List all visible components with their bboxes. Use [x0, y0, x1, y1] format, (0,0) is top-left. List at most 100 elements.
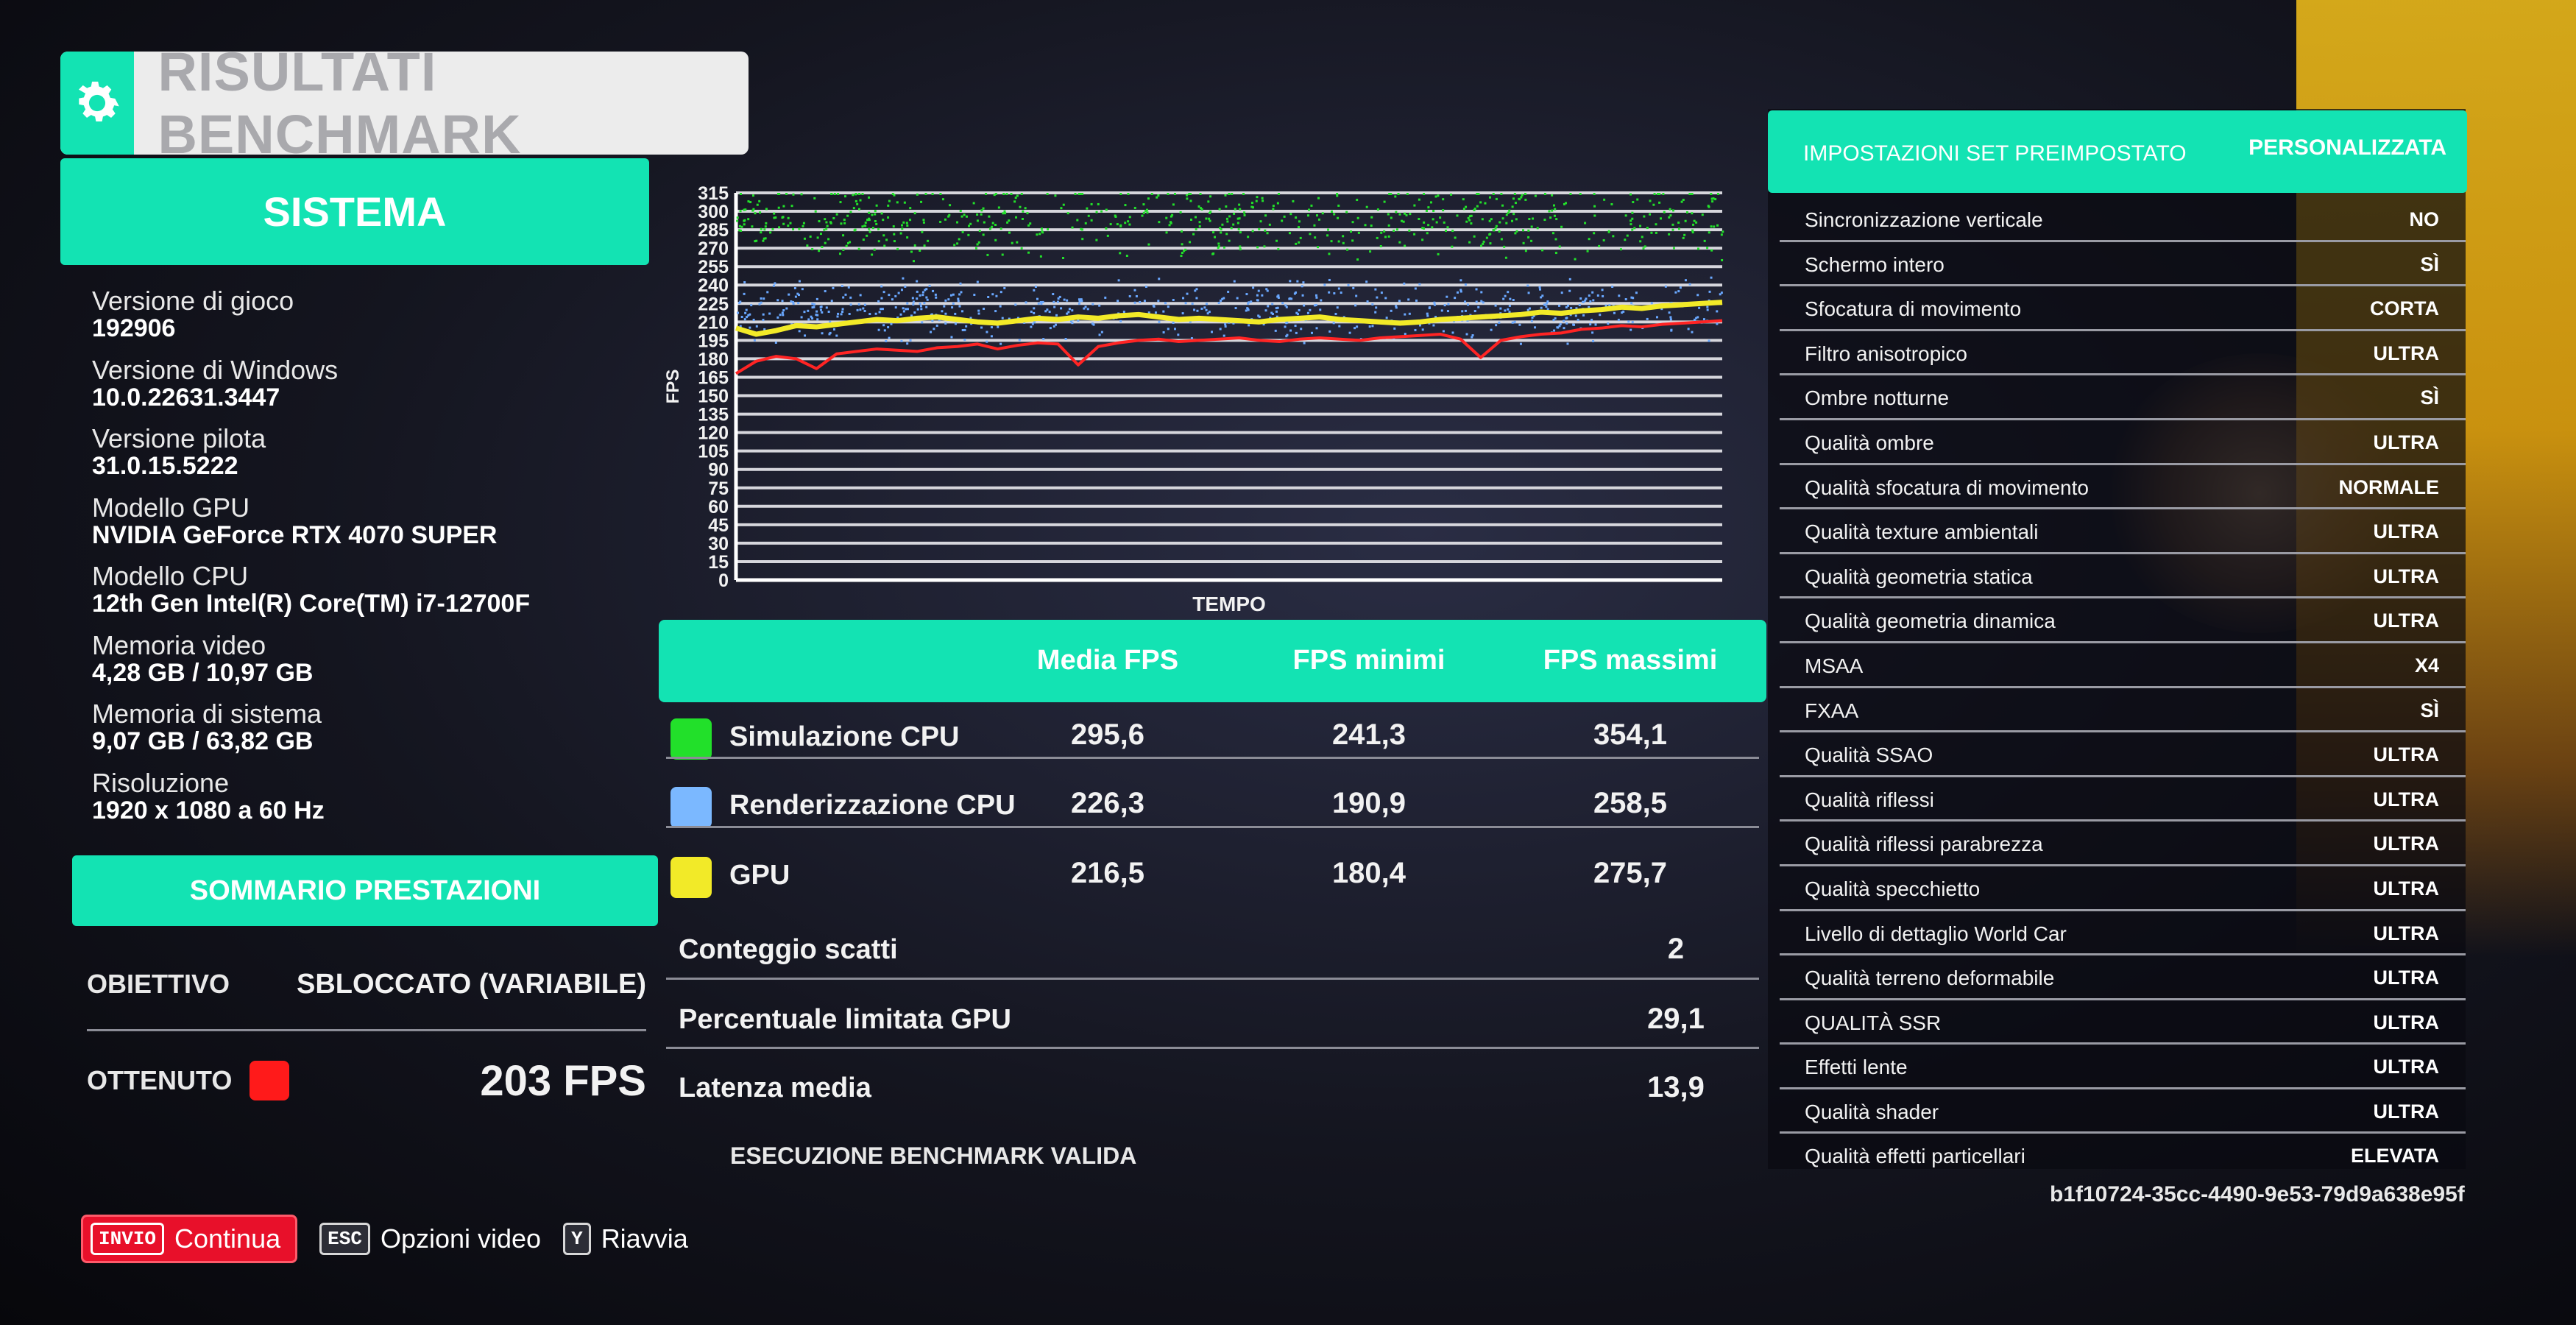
data-point-renderizzazione-cpu — [919, 303, 921, 305]
data-point-simulazione-cpu — [1714, 198, 1717, 201]
data-point-simulazione-cpu — [1504, 256, 1507, 259]
data-point-simulazione-cpu — [1484, 202, 1487, 205]
divider — [666, 826, 1759, 828]
data-point-renderizzazione-cpu — [1294, 325, 1297, 328]
data-point-simulazione-cpu — [1593, 232, 1596, 235]
data-point-renderizzazione-cpu — [1332, 322, 1335, 325]
data-point-simulazione-cpu — [875, 222, 878, 225]
data-point-renderizzazione-cpu — [868, 313, 871, 316]
data-point-renderizzazione-cpu — [1049, 327, 1052, 330]
data-point-simulazione-cpu — [835, 213, 838, 216]
data-point-renderizzazione-cpu — [1582, 314, 1585, 317]
data-point-simulazione-cpu — [1513, 193, 1516, 195]
continue-button[interactable]: INVIO Continua — [81, 1215, 298, 1263]
data-point-simulazione-cpu — [991, 222, 994, 225]
data-point-renderizzazione-cpu — [1071, 322, 1074, 325]
data-point-simulazione-cpu — [1543, 219, 1546, 222]
divider — [666, 757, 1759, 759]
data-point-simulazione-cpu — [1259, 220, 1262, 223]
data-point-simulazione-cpu — [1387, 224, 1390, 227]
gpu-limited-row: Percentuale limitata GPU 29,1 — [679, 986, 1761, 1053]
data-point-renderizzazione-cpu — [1328, 291, 1331, 294]
data-point-renderizzazione-cpu — [1245, 293, 1248, 296]
data-point-renderizzazione-cpu — [925, 305, 928, 308]
data-point-renderizzazione-cpu — [961, 328, 964, 331]
data-point-simulazione-cpu — [1630, 223, 1632, 226]
data-point-renderizzazione-cpu — [874, 312, 877, 315]
stats-row-name: Renderizzazione CPU — [729, 790, 1016, 821]
data-point-simulazione-cpu — [1228, 215, 1231, 218]
data-point-renderizzazione-cpu — [926, 298, 929, 301]
data-point-simulazione-cpu — [778, 226, 781, 229]
data-point-renderizzazione-cpu — [1269, 317, 1272, 319]
data-point-renderizzazione-cpu — [1037, 302, 1040, 305]
data-point-renderizzazione-cpu — [1539, 288, 1542, 291]
data-point-simulazione-cpu — [1350, 230, 1353, 233]
extra-row-name: Conteggio scatti — [679, 934, 898, 965]
data-point-renderizzazione-cpu — [1592, 340, 1595, 343]
data-point-renderizzazione-cpu — [1354, 304, 1357, 307]
data-point-simulazione-cpu — [1512, 213, 1515, 216]
y-tick-label: 270 — [698, 239, 729, 259]
setting-row: Qualità geometria statica ULTRA — [1780, 554, 2466, 599]
data-point-simulazione-cpu — [1180, 255, 1183, 258]
data-point-simulazione-cpu — [1186, 194, 1189, 197]
data-point-renderizzazione-cpu — [1565, 322, 1568, 325]
data-point-renderizzazione-cpu — [1677, 290, 1680, 293]
data-point-renderizzazione-cpu — [1569, 314, 1572, 317]
data-point-renderizzazione-cpu — [835, 334, 838, 337]
data-point-renderizzazione-cpu — [1404, 313, 1406, 316]
data-point-simulazione-cpu — [977, 241, 980, 244]
data-point-renderizzazione-cpu — [807, 309, 810, 312]
data-point-renderizzazione-cpu — [1414, 328, 1417, 331]
data-point-renderizzazione-cpu — [1064, 337, 1067, 340]
restart-button[interactable]: Y Riavvia — [563, 1223, 688, 1255]
data-point-simulazione-cpu — [1680, 200, 1683, 203]
data-point-simulazione-cpu — [1603, 198, 1606, 201]
data-point-renderizzazione-cpu — [1477, 305, 1480, 308]
stats-min: 190,9 — [1331, 787, 1406, 819]
data-point-renderizzazione-cpu — [1575, 307, 1578, 310]
data-point-renderizzazione-cpu — [829, 331, 832, 334]
data-point-simulazione-cpu — [1619, 248, 1622, 251]
data-point-renderizzazione-cpu — [1646, 317, 1649, 320]
data-point-renderizzazione-cpu — [1092, 323, 1095, 326]
data-point-simulazione-cpu — [738, 229, 741, 232]
stats-row-name: Simulazione CPU — [729, 721, 960, 752]
data-point-simulazione-cpu — [868, 219, 871, 222]
data-point-simulazione-cpu — [1251, 230, 1254, 233]
data-point-simulazione-cpu — [743, 208, 746, 211]
data-point-renderizzazione-cpu — [772, 284, 775, 287]
data-point-simulazione-cpu — [949, 204, 952, 207]
data-point-renderizzazione-cpu — [829, 320, 832, 323]
data-point-renderizzazione-cpu — [999, 291, 1002, 294]
data-point-renderizzazione-cpu — [1277, 296, 1280, 299]
setting-label: Qualità ombre — [1805, 431, 1934, 454]
data-point-simulazione-cpu — [1390, 216, 1393, 219]
data-point-simulazione-cpu — [776, 193, 779, 195]
data-point-simulazione-cpu — [963, 213, 966, 216]
data-point-simulazione-cpu — [747, 218, 750, 221]
data-point-simulazione-cpu — [1211, 252, 1214, 255]
data-point-simulazione-cpu — [1236, 217, 1239, 220]
data-point-renderizzazione-cpu — [1719, 293, 1722, 296]
data-point-renderizzazione-cpu — [1461, 310, 1464, 313]
data-point-renderizzazione-cpu — [744, 311, 747, 314]
y-tick-label: 165 — [698, 367, 729, 388]
data-point-simulazione-cpu — [1119, 193, 1122, 195]
data-point-simulazione-cpu — [1631, 211, 1634, 214]
data-point-renderizzazione-cpu — [1309, 308, 1312, 311]
y-tick-label: 255 — [698, 257, 729, 278]
data-point-renderizzazione-cpu — [821, 311, 824, 314]
data-point-simulazione-cpu — [816, 236, 819, 239]
data-point-simulazione-cpu — [758, 199, 761, 202]
data-point-simulazione-cpu — [1242, 193, 1245, 195]
data-point-simulazione-cpu — [1146, 208, 1149, 211]
setting-row: MSAA X4 — [1780, 643, 2466, 688]
data-point-renderizzazione-cpu — [1380, 292, 1383, 294]
video-options-button[interactable]: ESC Opzioni video — [319, 1223, 541, 1255]
data-point-simulazione-cpu — [1317, 218, 1320, 221]
data-point-simulazione-cpu — [985, 193, 988, 195]
data-point-simulazione-cpu — [1711, 200, 1714, 203]
data-point-renderizzazione-cpu — [1617, 319, 1620, 322]
